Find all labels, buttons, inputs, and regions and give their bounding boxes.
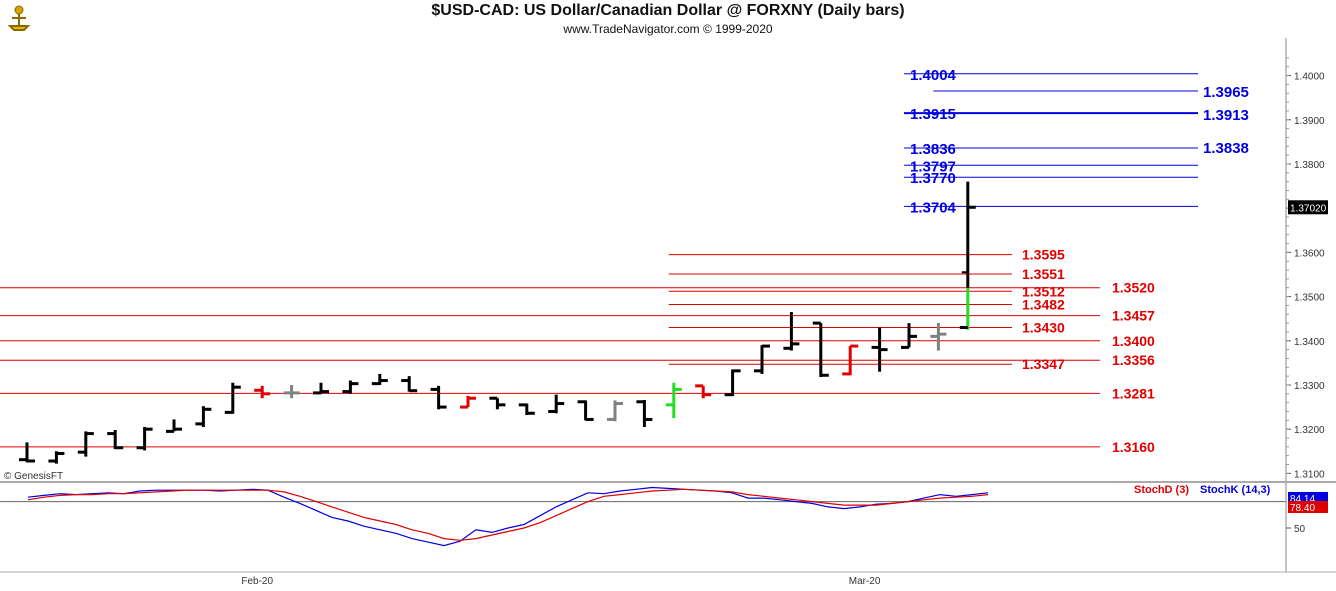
genesis-logo-icon bbox=[2, 2, 36, 34]
y-axis-tick-label: 1.4000 bbox=[1294, 72, 1325, 83]
level-label: 1.3430 bbox=[1022, 320, 1065, 336]
stoch-axis-label: 50 bbox=[1294, 524, 1306, 535]
stochd-legend: StochD (3) bbox=[1134, 484, 1189, 496]
level-label: 1.4004 bbox=[910, 67, 957, 84]
level-label: 1.3770 bbox=[910, 170, 956, 187]
stochd-value-box bbox=[1288, 501, 1328, 514]
level-label: 1.3160 bbox=[1112, 439, 1155, 455]
y-axis-tick-label: 1.3800 bbox=[1294, 160, 1325, 171]
y-axis-tick-label: 1.3300 bbox=[1294, 381, 1325, 392]
chart-subtitle: www.TradeNavigator.com © 1999-2020 bbox=[563, 22, 773, 36]
level-label: 1.3356 bbox=[1112, 352, 1155, 368]
level-label: 1.3595 bbox=[1022, 247, 1065, 263]
y-axis-tick-label: 1.3200 bbox=[1294, 425, 1325, 436]
level-label: 1.3512 bbox=[1022, 283, 1065, 299]
watermark-label: © GenesisFT bbox=[4, 471, 63, 482]
level-label: 1.3836 bbox=[910, 141, 956, 158]
level-label: 1.3457 bbox=[1112, 308, 1155, 324]
level-label: 1.3704 bbox=[910, 199, 957, 216]
level-label: 1.3551 bbox=[1022, 266, 1065, 282]
level-label: 1.3838 bbox=[1203, 140, 1249, 157]
y-axis-tick-label: 1.3900 bbox=[1294, 116, 1325, 127]
level-label: 1.3281 bbox=[1112, 385, 1155, 401]
level-label: 1.3400 bbox=[1112, 333, 1155, 349]
stochk-value-label: 84.14 bbox=[1290, 494, 1315, 505]
stoch-series-line bbox=[27, 488, 989, 541]
x-axis-label: Mar-20 bbox=[849, 576, 881, 587]
level-label: 1.3913 bbox=[1203, 107, 1249, 124]
level-label: 1.3482 bbox=[1022, 297, 1065, 313]
y-axis-tick-label: 1.3400 bbox=[1294, 337, 1325, 348]
level-label: 1.3520 bbox=[1112, 280, 1155, 296]
y-axis-tick-label: 1.3500 bbox=[1294, 293, 1325, 304]
level-label: 1.3965 bbox=[1203, 84, 1249, 101]
level-label: 1.3915 bbox=[910, 106, 956, 123]
stochk-value-box bbox=[1288, 491, 1328, 504]
y-axis-tick-label: 1.3600 bbox=[1294, 248, 1325, 259]
level-label: 1.3347 bbox=[1022, 356, 1065, 372]
chart-title: $USD-CAD: US Dollar/Canadian Dollar @ FO… bbox=[431, 2, 905, 19]
last-price-box bbox=[1288, 200, 1328, 215]
y-axis-tick-label: 1.3100 bbox=[1294, 469, 1325, 480]
plot-background bbox=[0, 38, 1336, 591]
stochd-value-label: 78.40 bbox=[1290, 503, 1315, 514]
level-label: 1.3797 bbox=[910, 158, 956, 175]
x-axis-label: Feb-20 bbox=[241, 576, 273, 587]
stochk-legend: StochK (14,3) bbox=[1200, 484, 1271, 496]
chart-header: $USD-CAD: US Dollar/Canadian Dollar @ FO… bbox=[0, 0, 1336, 38]
last-price-label: 1.37020 bbox=[1290, 203, 1327, 214]
